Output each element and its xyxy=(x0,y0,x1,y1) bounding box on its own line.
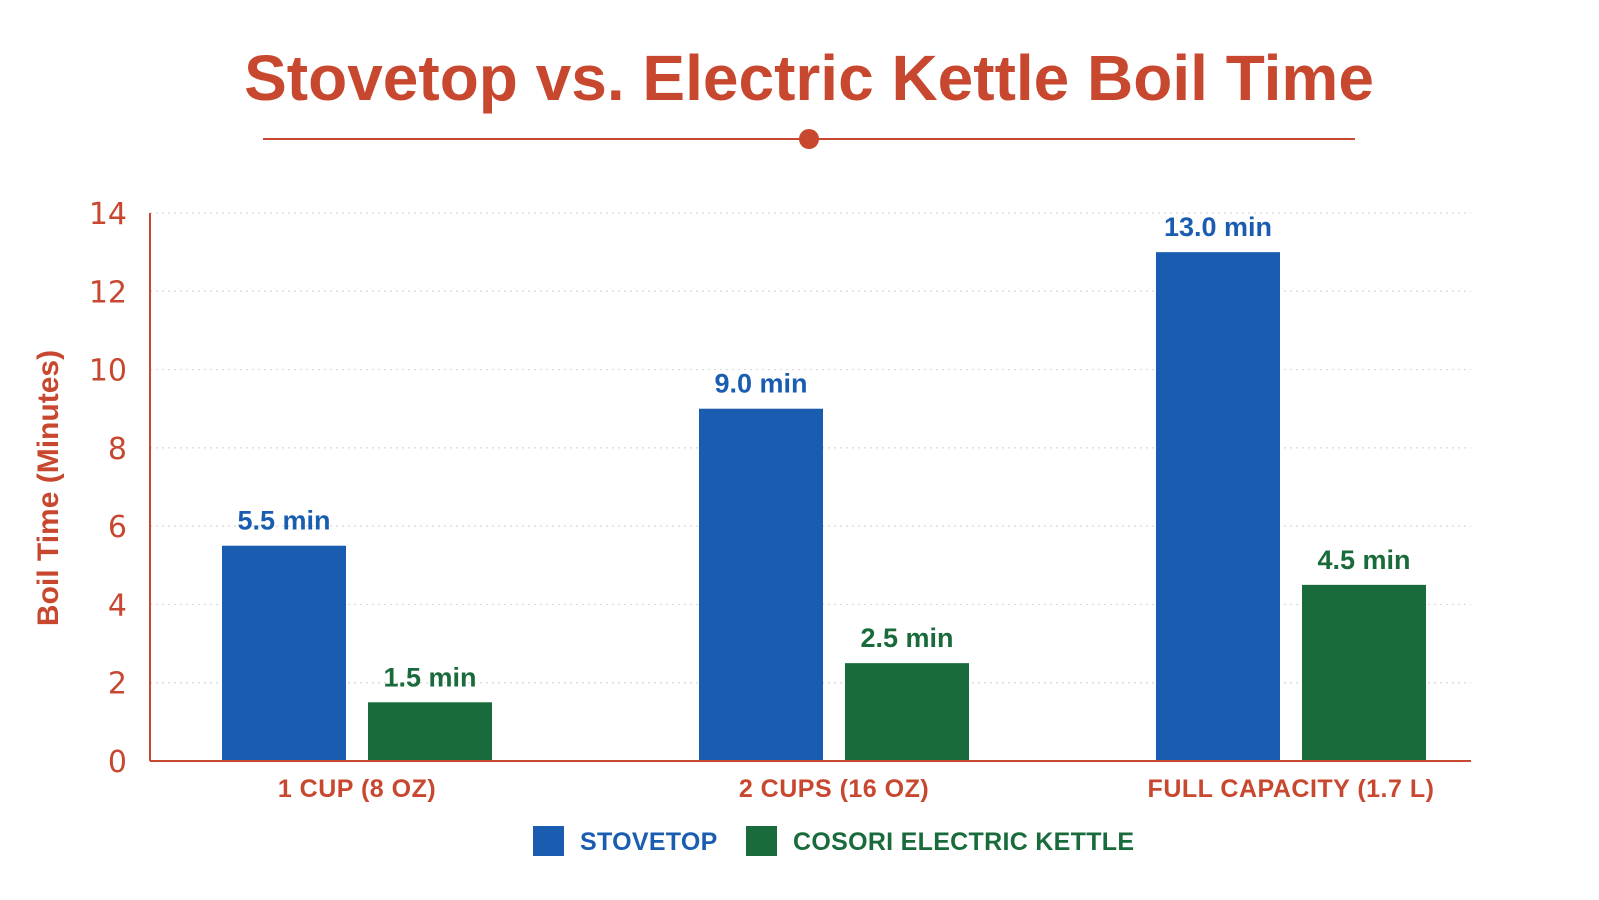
kettle-value-label: 1.5 min xyxy=(383,662,476,692)
kettle-value-label: 2.5 min xyxy=(860,623,953,653)
title-divider-dot xyxy=(799,129,819,149)
y-axis-ticks: 0 2 4 6 8 10 12 14 xyxy=(89,197,127,780)
y-axis-label: Boil Time (Minutes) xyxy=(32,350,65,626)
y-tick-label: 14 xyxy=(89,197,127,232)
legend-swatch xyxy=(746,826,777,856)
y-tick-label: 2 xyxy=(108,667,127,702)
kettle-bar xyxy=(1302,584,1426,761)
legend-swatch xyxy=(533,826,564,856)
stovetop-bar xyxy=(222,545,346,761)
data-labels: 5.5 min 1.5 min 9.0 min 2.5 min 13.0 min 4.5 … xyxy=(237,212,1410,692)
legend-label: COSORI ELECTRIC KETTLE xyxy=(793,828,1134,856)
y-tick-label: 0 xyxy=(108,745,127,780)
kettle-value-label: 4.5 min xyxy=(1317,545,1410,575)
stovetop-value-label: 5.5 min xyxy=(237,506,330,536)
kettle-bar xyxy=(368,702,492,761)
x-category-label: 1 CUP (8 OZ) xyxy=(278,775,436,803)
stovetop-bar xyxy=(1156,252,1280,761)
y-tick-label: 10 xyxy=(89,354,127,389)
chart-title: Stovetop vs. Electric Kettle Boil Time xyxy=(244,42,1374,114)
x-category-label: FULL CAPACITY (1.7 L) xyxy=(1148,775,1435,803)
kettle-bar xyxy=(845,663,969,761)
stovetop-value-label: 9.0 min xyxy=(714,369,807,399)
stovetop-bar xyxy=(699,408,823,761)
legend: STOVETOP COSORI ELECTRIC KETTLE xyxy=(533,826,1134,856)
x-axis-categories: 1 CUP (8 OZ) 2 CUPS (16 OZ) FULL CAPACITY … xyxy=(278,775,1435,803)
y-tick-label: 8 xyxy=(108,432,127,467)
bars xyxy=(222,252,1426,761)
y-tick-label: 6 xyxy=(108,510,127,545)
legend-label: STOVETOP xyxy=(580,828,718,856)
y-tick-label: 4 xyxy=(108,588,127,623)
x-category-label: 2 CUPS (16 OZ) xyxy=(739,775,929,803)
y-tick-label: 12 xyxy=(89,275,127,310)
stovetop-value-label: 13.0 min xyxy=(1164,212,1272,242)
